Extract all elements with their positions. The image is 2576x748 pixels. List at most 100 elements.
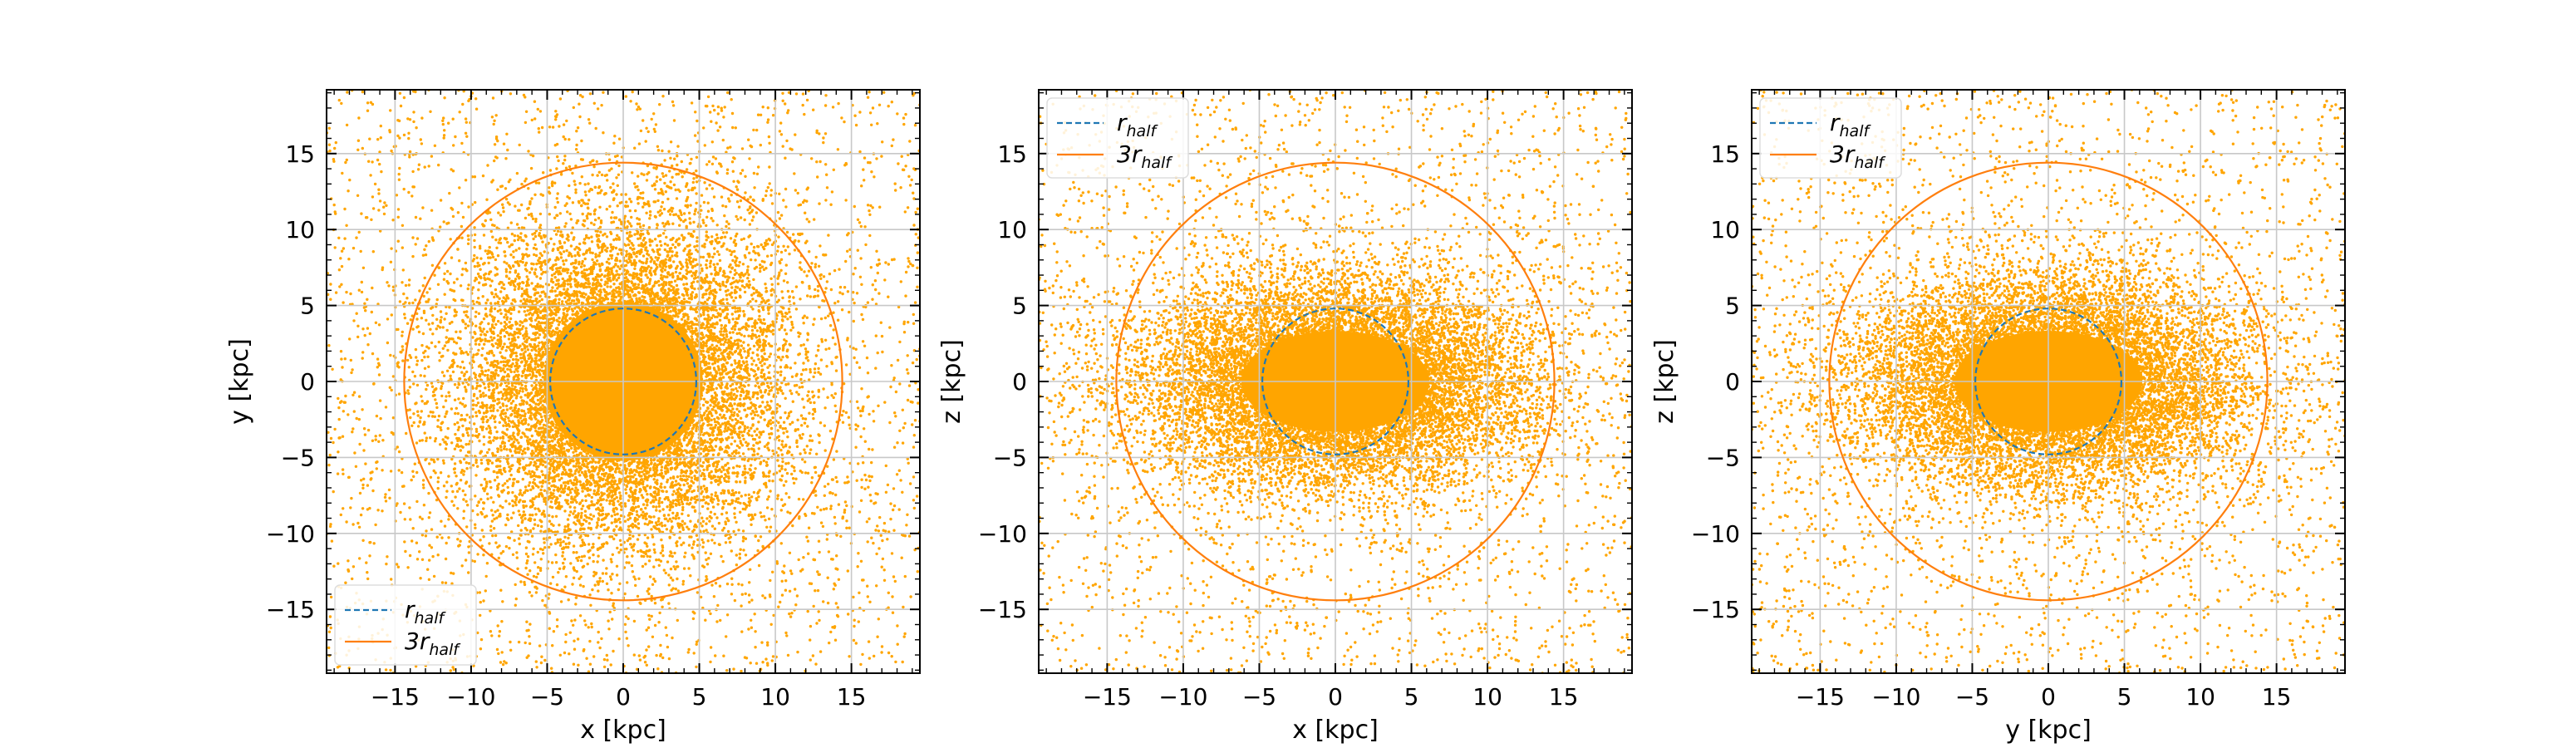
scatter-point xyxy=(460,224,464,229)
scatter-point xyxy=(474,373,477,376)
scatter-point xyxy=(575,462,578,465)
scatter-point xyxy=(629,259,632,263)
scatter-point xyxy=(567,235,570,239)
scatter-point xyxy=(670,209,674,213)
scatter-point xyxy=(592,514,596,518)
scatter-point xyxy=(764,189,769,193)
scatter-point xyxy=(521,431,524,435)
scatter-point xyxy=(782,484,786,487)
scatter-point xyxy=(592,559,595,563)
scatter-point xyxy=(489,485,493,490)
scatter-point xyxy=(534,513,538,516)
scatter-point xyxy=(732,180,735,183)
scatter-point xyxy=(661,508,665,511)
scatter-point xyxy=(651,504,655,509)
scatter-point xyxy=(706,406,710,410)
scatter-point xyxy=(657,558,661,562)
scatter-point xyxy=(753,374,756,378)
scatter-point xyxy=(667,602,671,605)
scatter-point xyxy=(819,244,822,248)
scatter-point xyxy=(505,404,509,408)
scatter-point xyxy=(778,327,781,332)
scatter-point xyxy=(519,489,522,492)
scatter-point xyxy=(658,248,661,251)
scatter-point xyxy=(492,406,495,410)
scatter-point xyxy=(637,504,641,509)
scatter-point xyxy=(696,280,700,283)
scatter-point xyxy=(404,549,407,554)
scatter-point xyxy=(583,183,587,186)
scatter-point xyxy=(439,426,442,430)
scatter-point xyxy=(480,529,484,532)
scatter-point xyxy=(678,272,681,275)
scatter-point xyxy=(493,316,496,319)
scatter-point xyxy=(467,571,470,574)
scatter-point xyxy=(564,300,568,303)
scatter-point xyxy=(655,509,658,512)
scatter-point xyxy=(739,199,743,203)
scatter-point xyxy=(747,383,750,387)
scatter-point xyxy=(554,553,558,557)
scatter-point xyxy=(474,523,477,526)
scatter-point xyxy=(813,317,816,321)
scatter-point xyxy=(617,499,620,503)
scatter-point xyxy=(558,538,562,541)
scatter-point xyxy=(616,546,619,550)
scatter-point xyxy=(509,270,512,274)
scatter-point xyxy=(496,334,499,337)
scatter-point xyxy=(506,454,509,458)
scatter-point xyxy=(779,448,783,452)
scatter-point xyxy=(528,336,531,340)
scatter-point xyxy=(612,604,615,608)
scatter-point xyxy=(789,511,792,515)
scatter-point xyxy=(601,506,604,509)
scatter-point xyxy=(884,261,887,264)
scatter-point xyxy=(702,397,706,401)
scatter-point xyxy=(711,434,715,437)
scatter-point xyxy=(809,448,813,451)
scatter-point xyxy=(485,562,489,565)
scatter-point xyxy=(624,630,627,634)
scatter-point xyxy=(707,423,710,426)
scatter-point xyxy=(652,166,656,170)
scatter-point xyxy=(388,496,391,499)
scatter-point xyxy=(564,258,568,262)
scatter-point xyxy=(771,449,774,453)
scatter-point xyxy=(484,249,487,253)
scatter-point xyxy=(661,554,665,558)
scatter-point xyxy=(448,337,451,341)
scatter-point xyxy=(462,473,465,476)
scatter-point xyxy=(617,265,620,268)
scatter-point xyxy=(511,425,515,429)
scatter-point xyxy=(506,226,510,229)
scatter-point xyxy=(693,447,696,450)
scatter-point xyxy=(806,425,809,428)
scatter-point xyxy=(722,269,725,273)
scatter-point xyxy=(768,432,771,436)
scatter-point xyxy=(667,222,671,226)
scatter-point xyxy=(518,247,521,250)
scatter-point xyxy=(675,251,679,254)
scatter-point xyxy=(528,591,532,594)
scatter-point xyxy=(769,490,772,493)
scatter-point xyxy=(595,160,598,164)
scatter-point xyxy=(750,412,753,416)
scatter-point xyxy=(573,303,576,306)
scatter-point xyxy=(563,585,567,588)
scatter-point xyxy=(500,355,504,358)
scatter-point xyxy=(645,648,648,652)
scatter-point xyxy=(738,465,741,468)
scatter-point xyxy=(519,534,523,537)
scatter-point xyxy=(435,401,438,406)
scatter-point xyxy=(467,551,471,554)
scatter-point xyxy=(708,284,711,288)
scatter-point xyxy=(617,276,621,279)
scatter-point xyxy=(561,300,564,303)
scatter-point xyxy=(440,386,443,391)
scatter-point xyxy=(401,268,405,272)
scatter-point xyxy=(726,426,730,430)
scatter-point xyxy=(489,284,492,288)
scatter-point xyxy=(608,502,612,505)
scatter-point xyxy=(707,557,710,560)
scatter-point xyxy=(677,296,681,299)
